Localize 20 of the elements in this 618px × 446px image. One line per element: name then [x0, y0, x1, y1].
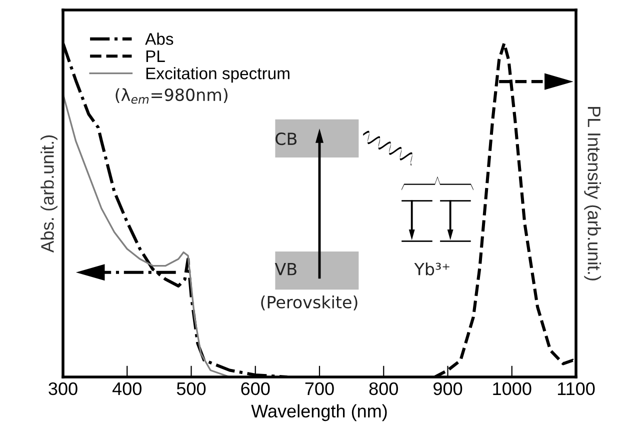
x-tick-label: 1000 [493, 382, 532, 396]
annotation: VB [274, 263, 296, 276]
x-tick-label: 700 [305, 382, 334, 396]
x-axis-title: Wavelength (nm) [251, 404, 387, 422]
annotation: (λ$_{em}$=980nm) [116, 88, 228, 104]
legend-label: PL [146, 50, 165, 62]
x-tick-label: 500 [176, 382, 206, 396]
x-tick-label: 400 [112, 382, 142, 396]
legend-label: Excitation spectrum [146, 67, 290, 83]
y-axis-title: Abs. (arb.unit.) [40, 135, 58, 253]
y2-axis-title: PL Intensity (arb.unit.) [584, 107, 601, 280]
x-tick-label: 600 [241, 382, 270, 396]
annotation: (Perovskite) [261, 296, 358, 310]
annotation: Yb³⁺ [414, 262, 450, 276]
annotation: CB [276, 132, 297, 146]
legend-label: Abs [145, 32, 174, 45]
x-tick-label: 1100 [558, 382, 595, 396]
x-tick-label: 900 [434, 382, 462, 396]
x-tick-label: 300 [48, 382, 78, 396]
x-tick-label: 800 [369, 382, 398, 396]
